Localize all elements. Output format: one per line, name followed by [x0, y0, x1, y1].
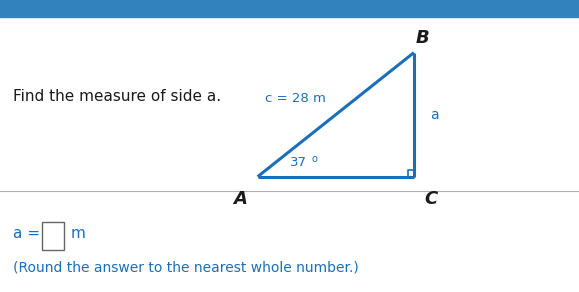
Text: 37: 37 [290, 156, 306, 169]
Text: c = 28 m: c = 28 m [265, 92, 326, 105]
Text: Find the measure of side a.: Find the measure of side a. [13, 89, 221, 104]
Bar [42, 222, 64, 250]
Text: a =: a = [13, 226, 40, 241]
Text: B: B [416, 29, 430, 47]
Text: o: o [312, 154, 317, 164]
Text: (Round the answer to the nearest whole number.): (Round the answer to the nearest whole n… [13, 260, 358, 274]
Text: C: C [424, 190, 438, 208]
Text: m: m [71, 226, 86, 241]
Text: a: a [430, 108, 439, 121]
Bar [0, 0, 579, 17]
Text: A: A [233, 190, 247, 208]
